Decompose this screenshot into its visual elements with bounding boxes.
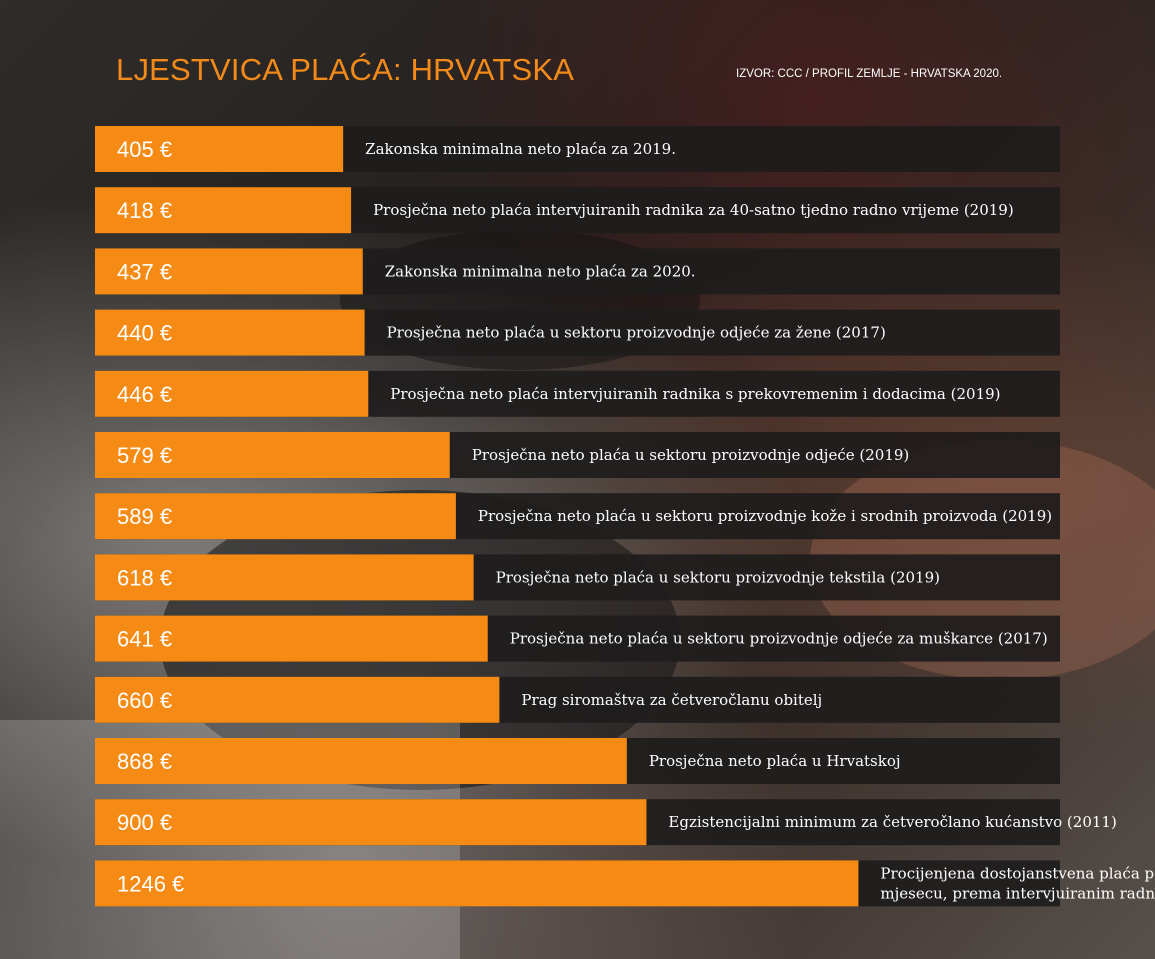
category-label: Prosječna neto plaća u sektoru proizvodn…: [387, 324, 886, 342]
bar: [95, 370, 369, 417]
category-label: Prosječna neto plaća u sektoru proizvodn…: [472, 446, 910, 464]
category-label: Egzistencijalni minimum za četveročlano …: [668, 813, 1116, 831]
value-label: 618 €: [117, 565, 172, 590]
bar: [95, 493, 456, 540]
value-label: 437 €: [117, 259, 172, 284]
category-label: Prosječna neto plaća u sektoru proizvodn…: [478, 507, 1052, 525]
category-label: Zakonska minimalna neto plaća za 2020.: [385, 262, 696, 280]
bar: [95, 187, 352, 234]
value-label: 589 €: [117, 504, 172, 529]
bar: [95, 309, 365, 356]
value-label: 868 €: [117, 749, 172, 774]
bar: [95, 432, 450, 478]
category-label: Zakonska minimalna neto plaća za 2019.: [365, 140, 676, 158]
category-label: Prosječna neto plaća u sektoru proizvodn…: [496, 568, 940, 586]
value-label: 1246 €: [117, 871, 184, 896]
bar: [95, 248, 363, 295]
category-label: mjesecu, prema intervjuiranim radnicima: [880, 884, 1155, 902]
bar: [95, 860, 859, 907]
value-label: 446 €: [117, 382, 172, 407]
category-label: Prosječna neto plaća u Hrvatskoj: [649, 752, 901, 770]
bar: [95, 799, 647, 846]
category-label: Prag siromaštva za četveročlanu obitelj: [521, 691, 822, 709]
category-label: Prosječna neto plaća intervjuiranih radn…: [373, 201, 1014, 219]
value-label: 418 €: [117, 198, 172, 223]
category-label: Procijenjena dostojanstvena plaća po: [880, 864, 1155, 882]
bar: [95, 554, 474, 601]
value-label: 579 €: [117, 443, 172, 468]
bar: [95, 676, 500, 723]
category-label: Prosječna neto plaća intervjuiranih radn…: [390, 385, 1000, 403]
bar: [95, 738, 627, 784]
bar: [95, 615, 488, 662]
value-label: 641 €: [117, 627, 172, 652]
bar: [95, 126, 344, 172]
category-label: Prosječna neto plaća u sektoru proizvodn…: [510, 630, 1048, 648]
value-label: 900 €: [117, 810, 172, 835]
value-label: 660 €: [117, 688, 172, 713]
source-note: IZVOR: CCC / PROFIL ZEMLJE - HRVATSKA 20…: [736, 68, 1003, 80]
value-label: 440 €: [117, 321, 172, 346]
value-label: 405 €: [117, 137, 172, 162]
chart-title: LJESTVICA PLAĆA: HRVATSKA: [116, 52, 575, 87]
